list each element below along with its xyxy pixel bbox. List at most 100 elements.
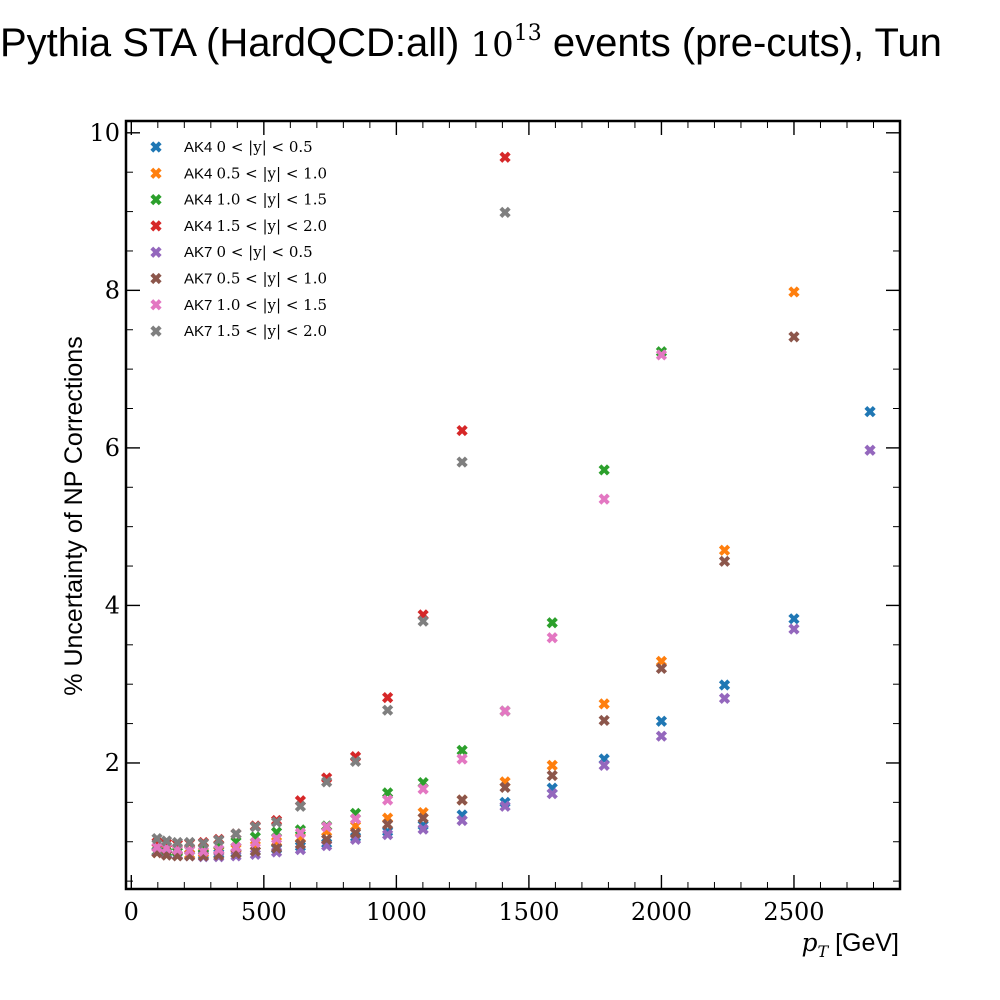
data-point: [598, 759, 610, 771]
legend-marker: [150, 193, 162, 206]
marker-stroke: [349, 827, 362, 839]
marker-stroke: [546, 788, 558, 800]
data-point: [294, 800, 307, 812]
data-point: [349, 827, 362, 839]
data-point: [270, 816, 283, 828]
plot-area: 0 500 1000 1500 2000 2500 2 4 6 8 10: [89, 119, 902, 926]
series-2: [151, 286, 800, 861]
marker-stroke: [499, 151, 511, 163]
data-point: [382, 794, 394, 806]
marker-stroke: [456, 794, 468, 806]
plot-frame: [124, 119, 902, 891]
data-point: [249, 821, 261, 833]
marker-stroke: [150, 193, 162, 206]
marker-stroke: [160, 835, 173, 847]
legend-label: AK7 1.0 < |y| < 1.5: [184, 296, 327, 314]
data-point: [230, 828, 242, 840]
marker-stroke: [213, 844, 225, 856]
data-point: [417, 615, 429, 627]
marker-stroke: [382, 794, 394, 806]
marker-stroke: [294, 827, 307, 839]
marker-stroke: [270, 816, 283, 828]
x-tick-label: 2500: [763, 898, 824, 926]
marker-stroke: [382, 829, 394, 841]
marker-stroke: [151, 832, 163, 845]
marker-stroke: [249, 836, 261, 849]
data-point: [788, 623, 800, 635]
x-axis-label-units: [GeV]: [828, 929, 899, 957]
marker-stroke: [197, 837, 210, 849]
data-point: [546, 769, 558, 782]
marker-stroke: [150, 325, 162, 337]
marker-stroke: [788, 623, 800, 635]
marker-stroke: [864, 406, 876, 418]
legend-label-algorithm: AK4: [184, 218, 217, 235]
y-tick-label: 10: [89, 119, 120, 147]
legend-label-range: 1.0 < |y| < 1.5: [217, 191, 328, 209]
title-math-base: 10: [471, 25, 514, 65]
legend-label-algorithm: AK7: [184, 271, 217, 288]
legend-marker: [150, 220, 162, 232]
data-point: [321, 821, 333, 833]
data-point: [456, 424, 468, 437]
marker-stroke: [230, 828, 242, 840]
marker-stroke: [598, 714, 610, 727]
legend-label: AK4 1.5 < |y| < 2.0: [184, 217, 327, 235]
marker-stroke: [499, 705, 511, 717]
legend-label-range: 0 < |y| < 0.5: [217, 243, 313, 261]
data-point: [655, 662, 668, 675]
marker-stroke: [249, 845, 261, 857]
marker-stroke: [598, 698, 610, 710]
marker-stroke: [655, 715, 668, 727]
series-6: [151, 331, 800, 862]
marker-stroke: [150, 246, 162, 258]
legend-label-algorithm: AK7: [184, 323, 217, 340]
data-point: [655, 349, 668, 361]
legend-label-algorithm: AK4: [184, 192, 217, 209]
data-point: [499, 151, 511, 163]
data-point: [270, 832, 283, 845]
series-3: [151, 346, 668, 858]
data-point: [718, 692, 731, 704]
data-point: [499, 206, 511, 218]
data-point: [864, 406, 876, 418]
x-tick-label: 2000: [631, 898, 692, 926]
legend-marker: [150, 246, 162, 258]
marker-stroke: [382, 704, 394, 716]
marker-stroke: [151, 841, 163, 853]
data-point: [151, 841, 163, 853]
legend-label-algorithm: AK7: [184, 297, 217, 314]
data-point: [417, 783, 429, 795]
marker-stroke: [864, 444, 876, 456]
data-point: [382, 818, 394, 831]
legend-label: AK7 0 < |y| < 0.5: [184, 243, 313, 261]
data-point: [249, 845, 261, 857]
data-point: [499, 781, 511, 794]
data-point: [382, 829, 394, 841]
legend-label-range: 0 < |y| < 0.5: [217, 138, 313, 156]
x-tick-label: 0: [124, 898, 139, 926]
marker-stroke: [417, 812, 429, 824]
legend-label-algorithm: AK7: [184, 244, 217, 261]
y-tick-label: 2: [105, 749, 120, 777]
data-point: [456, 814, 468, 827]
marker-stroke: [417, 615, 429, 627]
marker-stroke: [718, 555, 731, 567]
x-axis-label-subscript: T: [817, 942, 829, 961]
marker-stroke: [788, 331, 800, 343]
series-1: [151, 406, 876, 861]
marker-stroke: [546, 617, 558, 629]
data-point: [213, 834, 225, 846]
data-point: [655, 715, 668, 727]
data-point: [546, 759, 558, 771]
title-suffix: events (pre-cuts), Tun: [542, 21, 942, 65]
data-point: [718, 555, 731, 567]
legend-label-range: 1.5 < |y| < 2.0: [217, 217, 328, 235]
marker-stroke: [499, 781, 511, 794]
legend-marker: [150, 141, 162, 153]
legend-label: AK4 0 < |y| < 0.5: [184, 138, 313, 156]
x-tick-label: 1000: [366, 898, 427, 926]
marker-stroke: [718, 544, 731, 556]
marker-stroke: [546, 759, 558, 771]
